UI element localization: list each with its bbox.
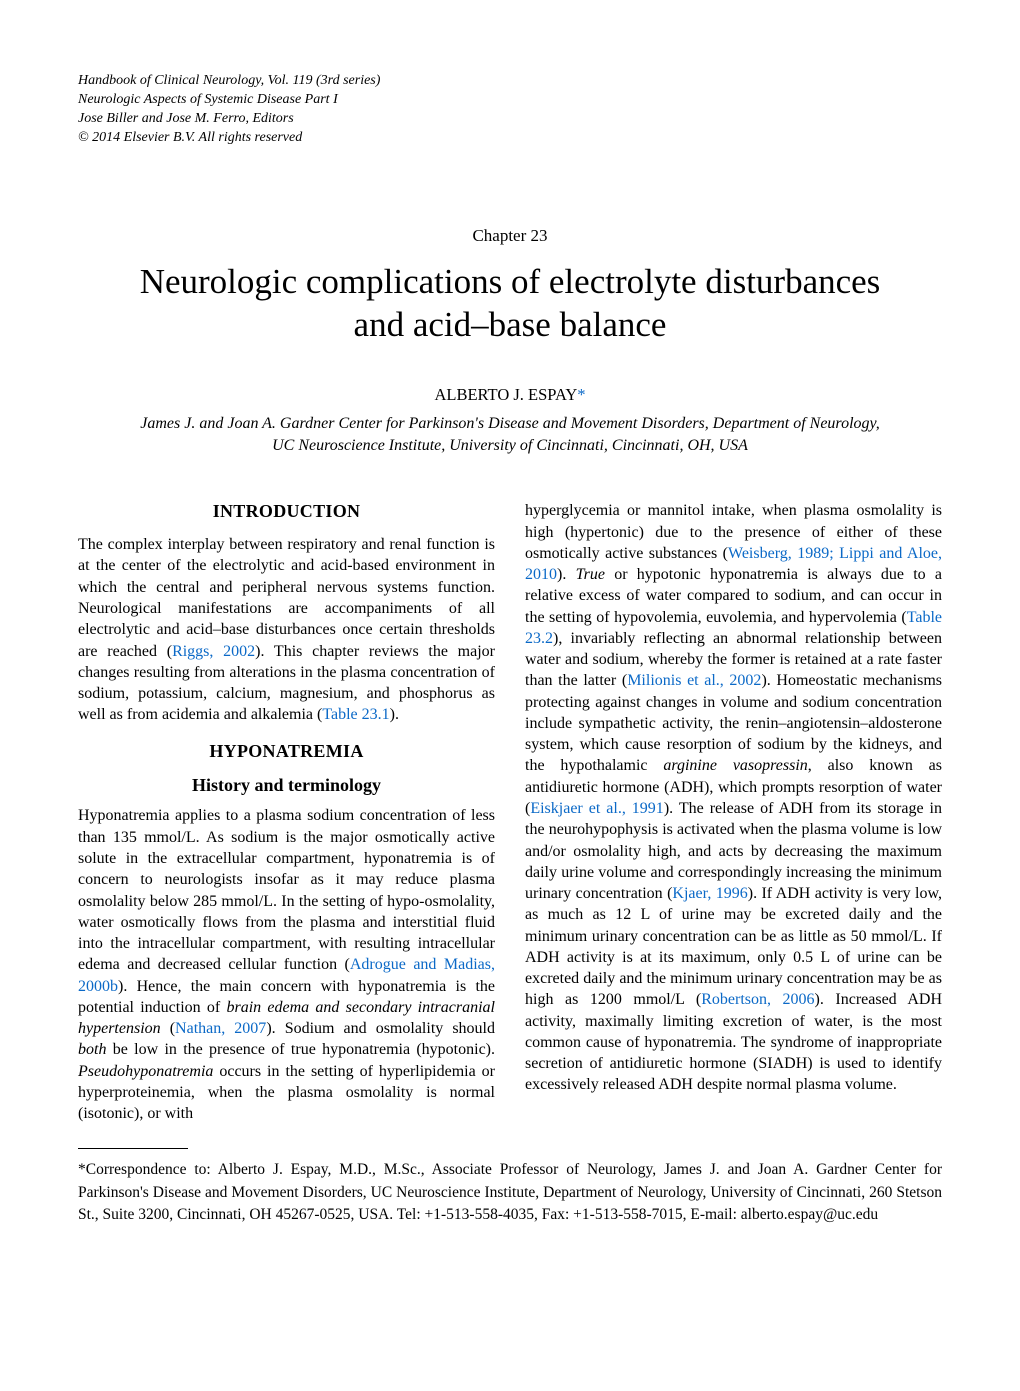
- citation-table-23-1[interactable]: Table 23.1: [322, 706, 389, 723]
- two-column-body: INTRODUCTION The complex interplay betwe…: [78, 500, 942, 1124]
- chapter-title-line-1: Neurologic complications of electrolyte …: [140, 262, 881, 301]
- chapter-title: Neurologic complications of electrolyte …: [78, 260, 942, 348]
- footnote-separator: [78, 1148, 188, 1149]
- citation-riggs-2002[interactable]: Riggs, 2002: [172, 643, 255, 660]
- intro-text-c: ).: [390, 706, 399, 723]
- citation-robertson-2006[interactable]: Robertson, 2006: [701, 991, 814, 1008]
- author-footnote-marker[interactable]: *: [577, 385, 585, 404]
- header-line-3: Jose Biller and Jose M. Ferro, Editors: [78, 110, 942, 129]
- publication-header: Handbook of Clinical Neurology, Vol. 119…: [78, 72, 942, 148]
- right-column: hyperglycemia or mannitol intake, when p…: [525, 500, 942, 1124]
- footnote-text: Correspondence to: Alberto J. Espay, M.D…: [78, 1161, 942, 1223]
- introduction-paragraph: The complex interplay between respirator…: [78, 534, 495, 725]
- header-line-1: Handbook of Clinical Neurology, Vol. 119…: [78, 72, 942, 91]
- correspondence-footnote: *Correspondence to: Alberto J. Espay, M.…: [78, 1159, 942, 1226]
- chapter-label: Chapter 23: [78, 226, 942, 246]
- left-column: INTRODUCTION The complex interplay betwe…: [78, 500, 495, 1124]
- hist-emphasis-3: Pseudohyponatremia: [78, 1063, 213, 1080]
- footnote-marker: *: [78, 1161, 86, 1178]
- footnote-marker-symbol: *: [577, 385, 585, 404]
- affiliation-line-2: UC Neuroscience Institute, University of…: [272, 437, 748, 454]
- hist-emphasis-2: both: [78, 1041, 106, 1058]
- author-affiliation: James J. and Joan A. Gardner Center for …: [78, 413, 942, 456]
- affiliation-line-1: James J. and Joan A. Gardner Center for …: [140, 415, 879, 432]
- citation-kjaer-1996[interactable]: Kjaer, 1996: [672, 885, 747, 902]
- header-line-4: © 2014 Elsevier B.V. All rights reserved: [78, 129, 942, 148]
- introduction-heading: INTRODUCTION: [78, 500, 495, 524]
- intro-text-a: The complex interplay between respirator…: [78, 536, 495, 659]
- hist-text-e: be low in the presence of true hyponatre…: [106, 1041, 495, 1058]
- history-subheading: History and terminology: [78, 774, 495, 798]
- citation-nathan-2007[interactable]: Nathan, 2007: [175, 1020, 266, 1037]
- r-text-b: ).: [557, 566, 576, 583]
- r-text-h: ). If ADH activity is very low, as much …: [525, 885, 942, 1008]
- chapter-title-line-2: and acid–base balance: [354, 305, 667, 344]
- citation-eiskjaer-1991[interactable]: Eiskjaer et al., 1991: [530, 800, 663, 817]
- hist-text-d: ). Sodium and osmolality should: [266, 1020, 495, 1037]
- history-paragraph: Hyponatremia applies to a plasma sodium …: [78, 805, 495, 1124]
- author-name: ALBERTO J. ESPAY: [434, 385, 577, 404]
- hist-text-c: (: [161, 1020, 175, 1037]
- hist-text-a: Hyponatremia applies to a plasma sodium …: [78, 807, 495, 973]
- citation-milionis-2002[interactable]: Milionis et al., 2002: [627, 672, 761, 689]
- header-line-2: Neurologic Aspects of Systemic Disease P…: [78, 91, 942, 110]
- right-column-paragraph: hyperglycemia or mannitol intake, when p…: [525, 500, 942, 1095]
- hyponatremia-heading: HYPONATREMIA: [78, 740, 495, 764]
- r-emphasis-2: arginine vasopressin: [663, 757, 807, 774]
- r-emphasis-1: True: [576, 566, 605, 583]
- author-line: ALBERTO J. ESPAY*: [78, 385, 942, 405]
